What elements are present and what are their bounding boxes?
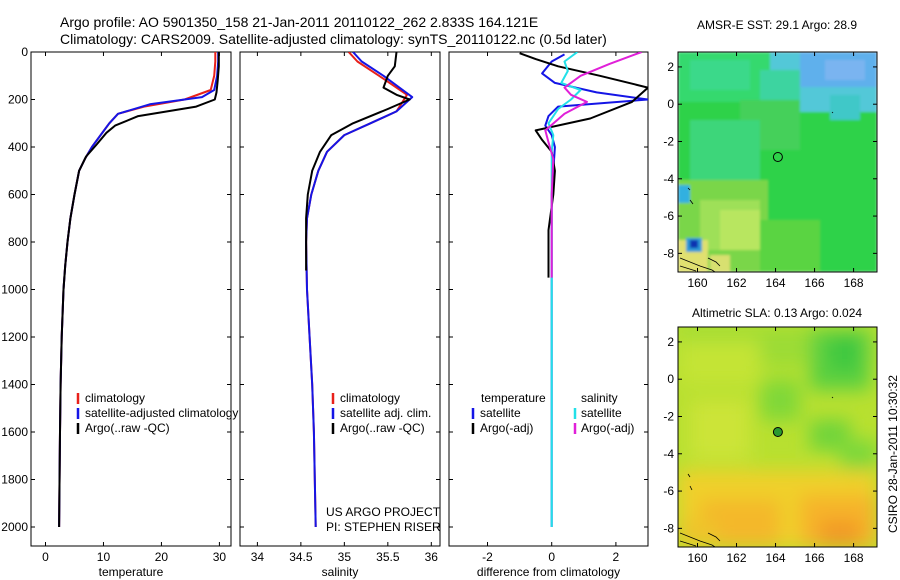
x-tick-label: 0 — [548, 550, 555, 564]
map-x-tick-label: 168 — [844, 551, 864, 565]
series-group — [58, 52, 220, 528]
x-axis-label: difference from climatology — [477, 565, 620, 579]
x-tick-label: 34 — [251, 550, 265, 564]
map-x-tick-label: 160 — [687, 551, 707, 565]
legend-entry: climatology — [340, 391, 400, 405]
x-tick-label: -2 — [482, 550, 493, 564]
sst-map-panel: AMSR-E SST: 29.1 Argo: 28.9 160 162 164 166… — [663, 18, 878, 290]
legend-entry: salinity — [581, 391, 618, 405]
series-line-sal_argo — [544, 52, 642, 278]
credit-pi: PI: STEPHEN RISER — [326, 520, 441, 534]
panel-frame — [448, 51, 649, 547]
y-tick-label: 1000 — [1, 283, 28, 297]
map-x-tick-label: 162 — [727, 276, 747, 290]
series-line-argo — [519, 52, 648, 278]
legend-entry: Argo(..raw -QC) — [340, 421, 425, 435]
y-tick-label: 400 — [8, 140, 28, 154]
map-y-tick-label: -6 — [663, 209, 674, 223]
y-tick-label: 1800 — [1, 473, 28, 487]
map-y-tick-label: 0 — [667, 372, 674, 386]
sla-float-marker — [772, 427, 783, 437]
temperature-panel: 0 10 20 30 0 200 400 600 800 1000 1200 1400 1600 1800… — [1, 45, 238, 579]
x-tick-label: 36 — [425, 550, 439, 564]
legend-entry: satellite — [581, 406, 622, 420]
sla-map-title: Altimetric SLA: 0.13 Argo: 0.024 — [692, 306, 862, 320]
sst-float-marker — [772, 152, 783, 162]
x-axis-label: temperature — [99, 565, 164, 579]
figure-title-line2: Climatology: CARS2009. Satellite-adjuste… — [60, 31, 607, 47]
map-x-tick-label: 162 — [727, 551, 747, 565]
x-tick-label: 30 — [213, 550, 227, 564]
map-y-tick-label: 2 — [667, 335, 674, 349]
legend-entry: Argo(-adj) — [581, 421, 634, 435]
figure-title-line1: Argo profile: AO 5901350_158 21-Jan-2011… — [60, 14, 538, 30]
y-tick-label: 0 — [21, 45, 28, 59]
x-tick-label: 35 — [338, 550, 352, 564]
sst-map-field — [678, 52, 877, 272]
map-y-tick-label: 0 — [667, 97, 674, 111]
x-tick-label: 20 — [155, 550, 169, 564]
sla-map-field — [678, 327, 877, 547]
map-y-tick-label: -4 — [663, 447, 674, 461]
legend-entry: satellite — [480, 406, 521, 420]
panel-frame — [239, 51, 441, 547]
y-tick-label: 200 — [8, 93, 28, 107]
legend-entry: Argo(..raw -QC) — [85, 421, 170, 435]
series-line-argo — [58, 52, 220, 528]
y-tick-label: 1600 — [1, 425, 28, 439]
map-x-tick-label: 160 — [687, 276, 707, 290]
map-y-tick-label: -4 — [663, 172, 674, 186]
legend-entry: satellite adj. clim. — [340, 406, 431, 420]
salinity-panel: 34 34.5 35 35.5 36 salinity climatologysatelli… — [239, 51, 441, 579]
legend-entry: climatology — [85, 391, 145, 405]
map-y-tick-label: -8 — [663, 246, 674, 260]
map-x-tick-label: 164 — [766, 551, 786, 565]
map-y-tick-label: -2 — [663, 409, 674, 423]
credit-project: US ARGO PROJECT — [326, 505, 441, 519]
y-tick-label: 1400 — [1, 378, 28, 392]
map-x-tick-label: 164 — [766, 276, 786, 290]
sst-map-title: AMSR-E SST: 29.1 Argo: 28.9 — [697, 18, 857, 32]
series-line-satellite — [305, 52, 414, 528]
map-y-tick-label: -2 — [663, 134, 674, 148]
series-line-argo — [305, 52, 411, 271]
x-tick-label: 10 — [97, 550, 111, 564]
series-line-climatology — [58, 52, 217, 528]
legend-entry: satellite-adjusted climatology — [85, 406, 238, 420]
y-tick-label: 600 — [8, 188, 28, 202]
legend-entry: Argo(-adj) — [480, 421, 533, 435]
map-y-tick-label: -6 — [663, 484, 674, 498]
sla-map-panel: Altimetric SLA: 0.13 Argo: 0.024 160 162 1… — [663, 306, 878, 565]
series-group — [519, 52, 648, 527]
map-x-tick-label: 166 — [805, 276, 825, 290]
map-x-tick-label: 168 — [844, 276, 864, 290]
x-axis-label: salinity — [322, 565, 359, 579]
y-tick-label: 800 — [8, 235, 28, 249]
sst-map-frame — [677, 51, 878, 273]
legend-entry: temperature — [481, 391, 546, 405]
side-timestamp: CSIRO 28-Jan-2011 10:30:32 — [886, 375, 900, 533]
y-tick-label: 1200 — [1, 330, 28, 344]
map-x-tick-label: 166 — [805, 551, 825, 565]
x-tick-label: 2 — [613, 550, 620, 564]
x-tick-label: 0 — [42, 550, 49, 564]
sla-map-frame — [677, 326, 878, 548]
series-line-satellite — [58, 52, 220, 528]
y-tick-label: 2000 — [1, 520, 28, 534]
panel-frame — [30, 51, 232, 547]
series-line-climatology — [305, 52, 408, 528]
map-y-tick-label: 2 — [667, 60, 674, 74]
map-y-tick-label: -8 — [663, 521, 674, 535]
x-tick-label: 34.5 — [289, 550, 313, 564]
series-group — [305, 52, 414, 528]
x-tick-label: 35.5 — [376, 550, 400, 564]
